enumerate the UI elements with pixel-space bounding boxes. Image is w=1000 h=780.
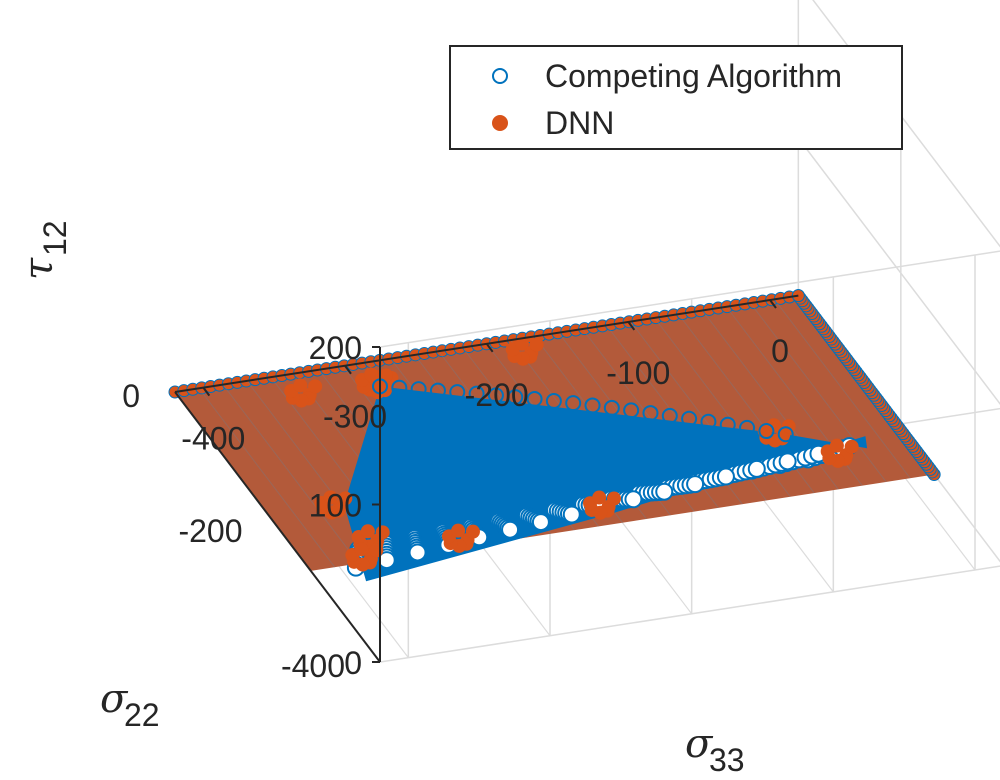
x-tick-label: -400 xyxy=(181,421,245,457)
competing-point xyxy=(642,405,659,422)
x-axis-label-symbol: σ xyxy=(685,721,714,767)
gridline xyxy=(379,250,1000,348)
competing-point xyxy=(777,426,794,443)
competing-point xyxy=(526,391,543,408)
y-axis-label-symbol: σ xyxy=(100,676,129,722)
competing-point xyxy=(449,384,466,401)
competing-point xyxy=(507,389,524,406)
competing-point xyxy=(410,381,427,398)
floor-texture xyxy=(749,302,887,483)
dnn-point xyxy=(529,337,544,352)
dnn-point xyxy=(364,367,379,382)
floor-texture xyxy=(198,387,336,568)
legend-label: DNN xyxy=(545,105,614,141)
z-tick-label: 200 xyxy=(309,330,362,366)
dnn-point xyxy=(766,418,781,433)
z-axis-label: τ12 xyxy=(16,220,73,280)
legend: Competing Algorithm DNN xyxy=(449,45,903,150)
dnn-cluster xyxy=(314,490,353,520)
x-tick-label: -200 xyxy=(465,377,529,413)
competing-point xyxy=(377,551,396,570)
dnn-point xyxy=(592,490,607,505)
dnn-point xyxy=(465,524,480,539)
z-axis-label-subscript: 12 xyxy=(37,220,73,256)
z-tick-label: 100 xyxy=(309,488,362,524)
dnn-point xyxy=(607,491,622,506)
dnn-point xyxy=(514,336,529,351)
legend-box xyxy=(449,45,903,150)
x-tick xyxy=(627,321,636,331)
dnn-point xyxy=(360,524,375,539)
dnn-point xyxy=(338,491,353,506)
x-tick xyxy=(202,387,211,397)
competing-point xyxy=(487,387,504,404)
competing-point xyxy=(661,407,678,424)
competing-point xyxy=(391,379,408,396)
competing-point xyxy=(603,399,620,416)
x-tick xyxy=(485,343,494,353)
dnn-cluster xyxy=(820,438,859,468)
dnn-point xyxy=(829,438,844,453)
x-tick-label: -300 xyxy=(323,399,387,435)
competing-point xyxy=(758,423,775,440)
dnn-point xyxy=(354,542,369,557)
competing-point xyxy=(655,482,674,501)
y-axis-label-subscript: 22 xyxy=(124,697,160,733)
dnn-point xyxy=(451,523,466,538)
x-tick xyxy=(769,299,777,309)
competing-point xyxy=(545,393,562,410)
competing-point xyxy=(531,513,550,532)
dnn-cluster xyxy=(583,490,622,520)
competing-point xyxy=(747,459,766,478)
legend-label: Competing Algorithm xyxy=(545,58,842,94)
competing-point xyxy=(468,385,485,402)
legend-marker-open-circle xyxy=(492,68,508,84)
competing-point xyxy=(778,452,797,471)
surface-points xyxy=(284,336,868,582)
z-axis-label-symbol: τ xyxy=(16,257,62,280)
competing-point xyxy=(565,395,582,412)
y-tick-label: -200 xyxy=(178,513,242,549)
z-tick-label: 0 xyxy=(344,645,362,681)
dnn-cluster xyxy=(284,378,323,408)
dnn-point xyxy=(781,419,796,434)
competing-point xyxy=(623,402,640,419)
competing-point xyxy=(584,397,601,414)
dnn-point xyxy=(375,525,390,540)
gridline xyxy=(379,565,1000,663)
axes: -400-300-200-1000-400-20000100200σ33σ22τ… xyxy=(16,220,799,778)
x-tick xyxy=(344,365,352,375)
competing-point xyxy=(681,410,698,427)
competing-point xyxy=(562,505,581,524)
competing-point xyxy=(429,382,446,399)
dnn-point xyxy=(323,490,338,505)
x-axis-label-subscript: 33 xyxy=(709,742,745,778)
competing-point xyxy=(700,413,717,430)
dnn-cluster xyxy=(441,523,480,553)
y-tick-label: 0 xyxy=(122,378,140,414)
legend-marker-filled-circle xyxy=(492,115,508,131)
competing-point xyxy=(624,490,643,509)
x-tick-label: -100 xyxy=(606,355,670,391)
dnn-cluster xyxy=(505,336,544,366)
floor-texture xyxy=(773,299,911,479)
y-axis-label: σ22 xyxy=(100,676,160,733)
y-tick-label: -400 xyxy=(281,648,345,684)
competing-point xyxy=(716,467,735,486)
competing-point xyxy=(739,419,756,436)
dnn-point xyxy=(369,543,384,558)
competing-point xyxy=(408,543,427,562)
x-tick-label: 0 xyxy=(771,333,789,369)
dnn-point xyxy=(293,378,308,393)
dnn-point xyxy=(844,439,859,454)
dnn-point xyxy=(308,379,323,394)
competing-point xyxy=(719,416,736,433)
competing-point xyxy=(686,475,705,494)
floor-texture xyxy=(222,384,360,564)
x-axis-label: σ33 xyxy=(685,721,745,778)
y-axis-line xyxy=(174,391,381,663)
competing-point xyxy=(501,520,520,539)
